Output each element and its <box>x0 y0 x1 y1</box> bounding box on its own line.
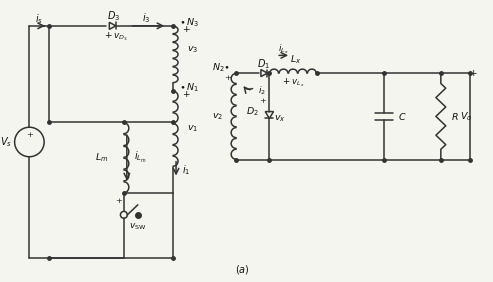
Text: $+\,v_{D_3}$: $+\,v_{D_3}$ <box>104 30 128 43</box>
Text: $V_o$: $V_o$ <box>459 110 472 123</box>
Text: $(a)$: $(a)$ <box>235 263 249 276</box>
Text: $v_\mathrm{SW}$: $v_\mathrm{SW}$ <box>129 221 146 232</box>
Text: $v_1$: $v_1$ <box>187 124 198 134</box>
Text: $i_2$: $i_2$ <box>258 85 266 97</box>
Text: $i_1$: $i_1$ <box>182 164 190 177</box>
Text: +: + <box>182 90 190 99</box>
Text: $+\;v_{L_x}$: $+\;v_{L_x}$ <box>282 77 304 89</box>
Text: +: + <box>115 197 122 205</box>
Text: +: + <box>26 131 33 139</box>
Text: +: + <box>182 25 190 34</box>
Text: $D_2$: $D_2$ <box>246 105 258 118</box>
Text: $N_2\!\bullet$: $N_2\!\bullet$ <box>212 62 230 74</box>
Text: $D_1$: $D_1$ <box>257 57 270 71</box>
Text: +: + <box>224 74 231 82</box>
Text: $D_3$: $D_3$ <box>107 9 121 23</box>
Text: $v_3$: $v_3$ <box>187 44 198 55</box>
Text: +: + <box>259 97 266 105</box>
Text: $R$: $R$ <box>451 111 458 122</box>
Text: $V_s$: $V_s$ <box>0 135 12 149</box>
Text: $L_m$: $L_m$ <box>95 151 108 164</box>
Text: $\bullet\,N_1$: $\bullet\,N_1$ <box>179 81 199 94</box>
Text: $i_s$: $i_s$ <box>35 12 43 26</box>
Text: $v_2$: $v_2$ <box>212 111 223 122</box>
Text: $i_3$: $i_3$ <box>142 11 151 25</box>
Text: $i_{L_x}$: $i_{L_x}$ <box>278 43 288 56</box>
Text: $L_x$: $L_x$ <box>290 53 302 65</box>
Text: $\bullet\,N_3$: $\bullet\,N_3$ <box>179 17 199 29</box>
Text: $i_{L_m}$: $i_{L_m}$ <box>134 150 146 165</box>
Text: +: + <box>469 69 477 78</box>
Text: $v_x$: $v_x$ <box>274 113 286 124</box>
Text: $C$: $C$ <box>397 111 406 122</box>
